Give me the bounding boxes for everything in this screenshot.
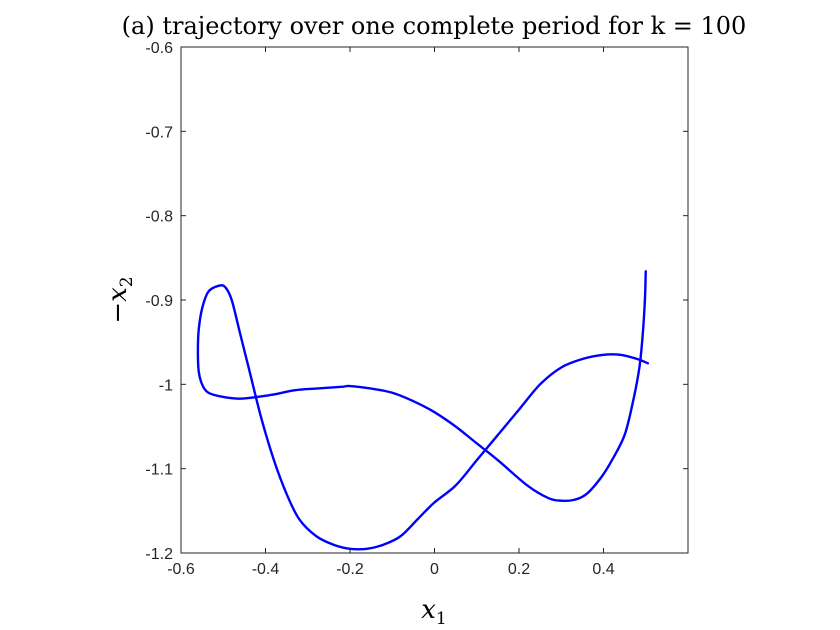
- chart-title: (a) trajectory over one complete period …: [122, 12, 747, 40]
- y-tick-label: -1.2: [145, 546, 173, 563]
- y-axis-ticks: -1.2 -1.1 -1 -0.9 -0.8 -0.7 -0.6: [145, 40, 688, 563]
- trajectory-line: [196, 270, 650, 551]
- x-tick-label: -0.4: [252, 561, 280, 578]
- y-tick-label: -0.7: [145, 124, 173, 141]
- x-tick-label: 0.4: [592, 561, 614, 578]
- y-axis-label-base: −x: [103, 287, 133, 324]
- y-tick-label: -0.6: [145, 40, 173, 57]
- y-tick-label: -1.1: [145, 462, 173, 479]
- plot-area: [180, 46, 689, 554]
- x-axis-label: x1: [421, 595, 447, 629]
- x-tick-label: 0: [430, 561, 439, 578]
- y-tick-label: -1: [159, 377, 173, 394]
- y-tick-label: -0.8: [145, 209, 173, 226]
- y-tick-label: -0.9: [145, 293, 173, 310]
- x-axis-ticks: -0.6 -0.4 -0.2 0 0.2 0.4: [167, 47, 615, 578]
- y-axis-label: −x2: [103, 276, 137, 323]
- x-tick-label: -0.6: [167, 561, 195, 578]
- x-axis-label-base: x: [421, 595, 436, 625]
- x-tick-label: 0.2: [508, 561, 530, 578]
- x-tick-label: -0.2: [336, 561, 364, 578]
- x-axis-label-subscript: 1: [436, 609, 447, 629]
- y-axis-label-subscript: 2: [117, 276, 137, 287]
